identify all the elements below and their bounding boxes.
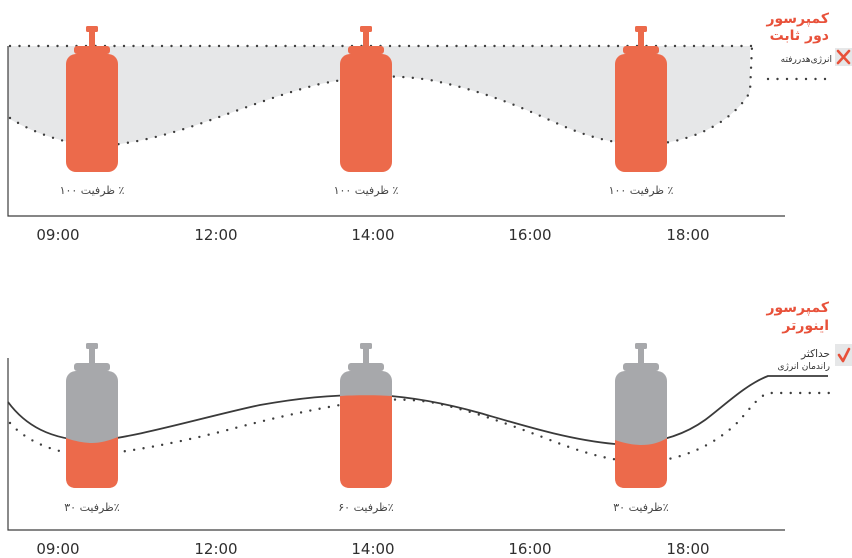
capacity-label-2: ظرفیت ۱۰۰ ٪ [334, 184, 399, 197]
cylinder-valve-icon [360, 343, 372, 349]
cylinder-fill-level [340, 395, 392, 488]
panel-inverter: ظرفیت ۳۰٪ ظرفیت ۶۰٪ ظرفیت ۳۰٪ 09:00 12:0… [7, 300, 852, 558]
cylinder-3 [615, 26, 667, 172]
time-label-1800: 18:00 [666, 226, 709, 244]
time-label-0900: 09:00 [36, 226, 79, 244]
demand-curve [8, 391, 832, 464]
cylinder-3 [615, 343, 667, 488]
capacity-label-2: ظرفیت ۶۰٪ [338, 501, 394, 514]
cross-icon [835, 48, 852, 66]
time-label-1200: 12:00 [194, 540, 237, 558]
cylinder-valve-icon [360, 26, 372, 32]
check-icon [835, 344, 852, 366]
panel-fixed-speed: ظرفیت ۱۰۰ ٪ ظرفیت ۱۰۰ ٪ ظرفیت ۱۰۰ ٪ 09:0… [7, 11, 852, 244]
legend-max-efficiency-line1: حداکثر [800, 348, 830, 360]
inverter-output-curve [7, 375, 828, 445]
axis-frame [7, 46, 785, 217]
time-label-1800: 18:00 [666, 540, 709, 558]
panel-title-line2: اینورتر [781, 318, 829, 334]
time-label-1200: 12:00 [194, 226, 237, 244]
cylinder-valve-icon [86, 343, 98, 349]
time-label-1600: 16:00 [508, 226, 551, 244]
capacity-label-1: ظرفیت ۳۰٪ [64, 501, 120, 514]
cylinder-1 [66, 343, 118, 488]
cylinder-body [615, 54, 667, 172]
capacity-label-3: ظرفیت ۳۰٪ [613, 501, 669, 514]
cylinder-2 [340, 26, 392, 172]
time-label-1400: 14:00 [351, 540, 394, 558]
panel-title-line1: کمپرسور [765, 11, 829, 27]
cylinder-fill-level [66, 437, 118, 488]
cylinder-body [66, 54, 118, 172]
time-label-1600: 16:00 [508, 540, 551, 558]
panel-title-line2: دور ثابت [770, 28, 829, 44]
legend-max-efficiency-line2: راندمان انرژی [778, 362, 830, 372]
cylinder-fill-level [615, 438, 667, 488]
cylinder-2 [340, 343, 392, 488]
cylinder-valve-icon [86, 26, 98, 32]
wasted-energy-band [8, 46, 750, 146]
panel-title-line1: کمپرسور [765, 300, 829, 316]
capacity-label-1: ظرفیت ۱۰۰ ٪ [60, 184, 125, 197]
time-label-1400: 14:00 [351, 226, 394, 244]
cylinder-1 [66, 26, 118, 172]
cylinder-body [340, 54, 392, 172]
capacity-label-3: ظرفیت ۱۰۰ ٪ [609, 184, 674, 197]
axis-frame [7, 358, 785, 531]
cylinder-valve-icon [635, 343, 647, 349]
legend-wasted-energy-text: انرژی‌هدررفته [781, 55, 832, 65]
cylinder-valve-icon [635, 26, 647, 32]
time-label-0900: 09:00 [36, 540, 79, 558]
